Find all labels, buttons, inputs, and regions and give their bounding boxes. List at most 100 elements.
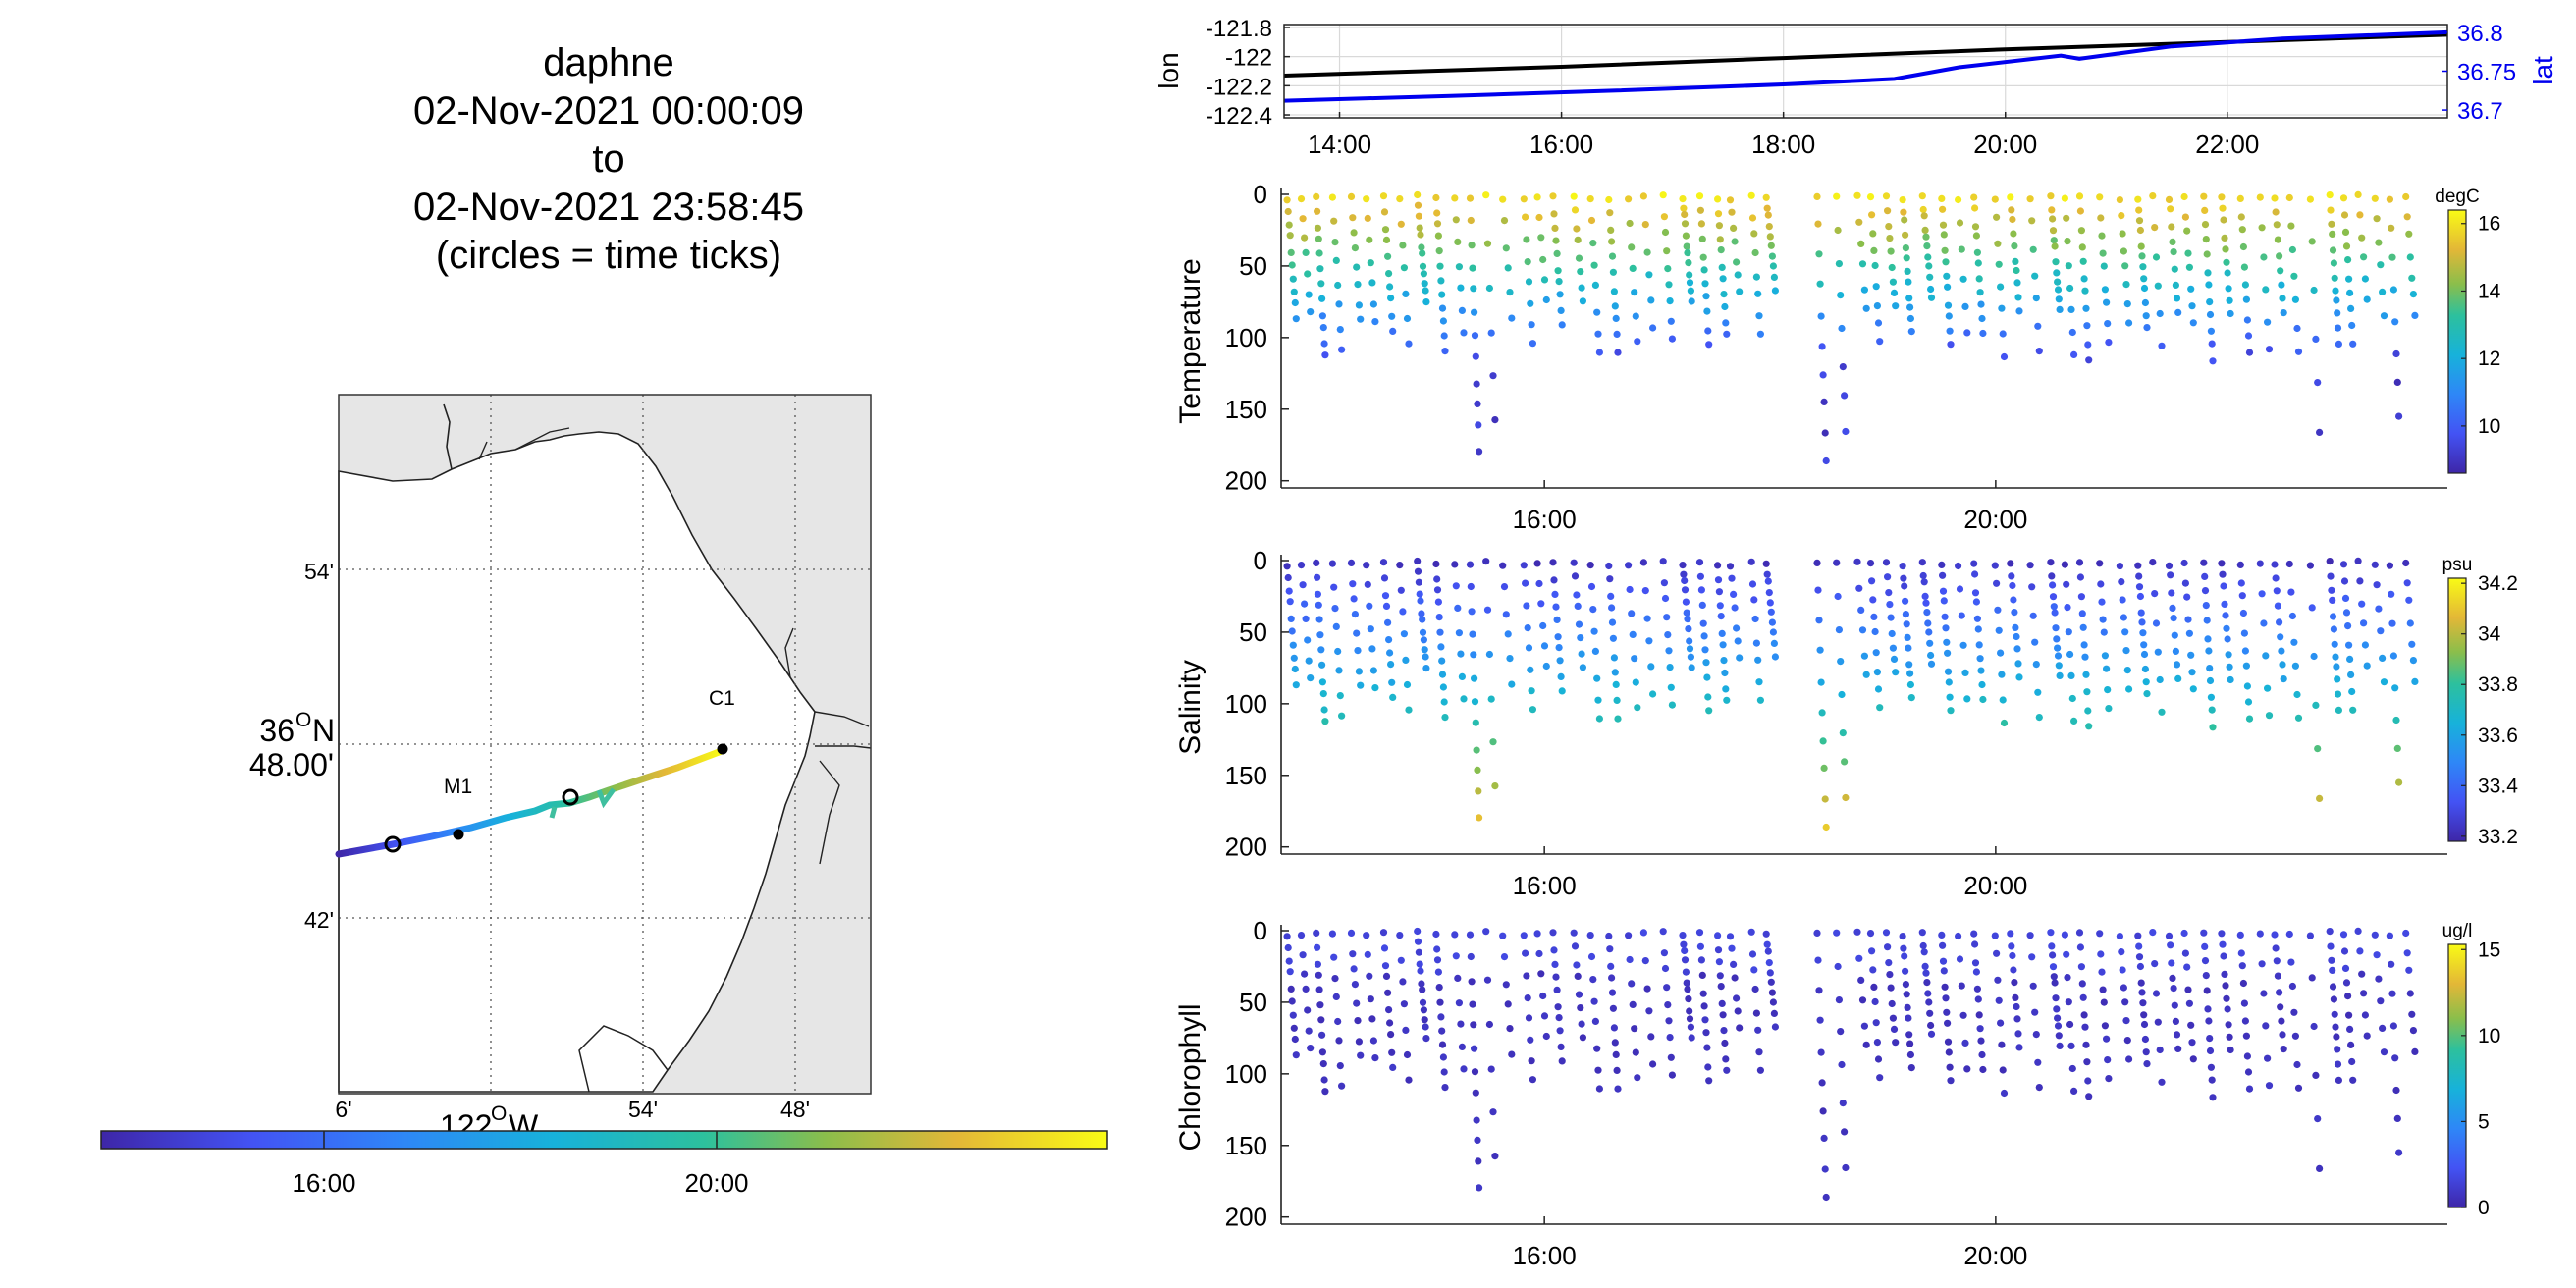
temp-point xyxy=(1947,341,1955,349)
chl-point xyxy=(1682,968,1690,976)
sal-point xyxy=(2135,572,2143,580)
chl-point xyxy=(1523,972,1530,980)
chl-point xyxy=(2388,960,2395,968)
temp-point xyxy=(1939,205,1947,213)
station-c1-marker xyxy=(717,743,728,755)
sal-point xyxy=(2143,690,2151,698)
sal-point xyxy=(1292,681,1300,689)
sal-point xyxy=(1888,629,1896,638)
temp-point xyxy=(1687,287,1694,295)
chl-point xyxy=(2154,1018,2162,1026)
sal-point xyxy=(2326,558,2334,565)
chl-point xyxy=(1305,1027,1313,1035)
temp-point xyxy=(1467,216,1475,225)
sal-point xyxy=(1899,563,1906,570)
chl-point xyxy=(1906,1040,1914,1047)
temp-point xyxy=(1819,371,1827,379)
sal-point xyxy=(1884,573,1892,581)
temp-point xyxy=(1641,221,1649,229)
sal-point xyxy=(2137,609,2145,617)
sal-point xyxy=(2306,562,2314,569)
sal-point xyxy=(1631,655,1638,663)
temp-point xyxy=(1363,195,1370,203)
temp-point xyxy=(1593,308,1601,316)
sal-point xyxy=(2084,707,2092,715)
temp-point xyxy=(2201,221,2210,229)
chl-point xyxy=(1571,942,1580,950)
chl-point xyxy=(1314,943,1321,951)
temp-point xyxy=(1386,283,1394,291)
sal-point xyxy=(1755,678,1763,686)
chl-point xyxy=(1942,994,1950,1002)
chl-point xyxy=(1821,1165,1829,1173)
sal-point xyxy=(2096,560,2104,567)
lonlat-x-tick-label: 22:00 xyxy=(2195,130,2259,159)
temp-point xyxy=(2389,286,2397,294)
temp-colorbar-tick-label: 10 xyxy=(2478,415,2500,438)
chl-point xyxy=(2222,982,2229,990)
temp-point xyxy=(1504,264,1512,272)
temp-point xyxy=(1554,267,1562,275)
chl-point xyxy=(2272,944,2280,952)
sal-point xyxy=(1290,654,1298,662)
chl-point xyxy=(1483,976,1492,984)
temp-point xyxy=(2405,230,2413,238)
sal-point xyxy=(2076,573,2084,581)
temp-point xyxy=(1664,265,1672,273)
sal-point xyxy=(1887,614,1895,621)
temp-point xyxy=(1483,240,1492,247)
sal-point xyxy=(2070,717,2078,725)
temp-point xyxy=(1993,213,2001,221)
chl-point xyxy=(1857,976,1865,985)
sal-point xyxy=(1625,562,1633,569)
sal-point xyxy=(2168,589,2175,597)
temp-point xyxy=(2085,356,2093,364)
temp-point xyxy=(1355,301,1363,309)
sal-point xyxy=(1963,695,1971,703)
temp-point xyxy=(1956,219,1964,227)
temp-point xyxy=(2395,412,2403,420)
temp-point xyxy=(1885,223,1893,231)
chl-point xyxy=(2170,985,2177,993)
sal-point xyxy=(1491,782,1499,790)
temp-point xyxy=(1364,214,1371,222)
temp-point xyxy=(1405,340,1413,348)
temp-colorbar xyxy=(2447,209,2467,474)
sal-point xyxy=(2293,690,2301,699)
chl-point xyxy=(2082,1041,2090,1048)
sal-point xyxy=(1943,638,1951,646)
temp-point xyxy=(2206,310,2215,319)
chl-point xyxy=(1397,956,1405,964)
sal-point xyxy=(1906,680,1914,689)
chl-point xyxy=(1956,955,1964,963)
sal-point xyxy=(2140,641,2148,649)
temp-point xyxy=(1715,222,1723,230)
sal-point xyxy=(1589,606,1597,614)
temp-point xyxy=(2334,324,2342,332)
sal-point xyxy=(2276,618,2283,626)
temp-point xyxy=(2226,296,2233,304)
chl-point xyxy=(1817,1048,1825,1056)
temp-point xyxy=(2061,194,2068,202)
temp-point xyxy=(1577,268,1584,276)
chl-point xyxy=(1971,959,1980,967)
temp-point xyxy=(1686,271,1693,279)
chl-point xyxy=(2220,952,2227,960)
temp-point xyxy=(1723,330,1731,338)
temp-point xyxy=(1976,289,1984,296)
chl-point xyxy=(1313,929,1320,938)
chl-y-tick-label: 150 xyxy=(1225,1131,1267,1160)
temp-point xyxy=(2055,295,2063,303)
temp-point xyxy=(1716,236,1724,243)
sal-point xyxy=(1474,766,1481,775)
temp-point xyxy=(1899,196,1906,204)
chl-point xyxy=(1611,1039,1619,1046)
temp-point xyxy=(2264,318,2272,326)
chl-point xyxy=(1701,1016,1709,1024)
lat-label-degrees: 36 xyxy=(259,713,295,748)
chl-point xyxy=(1439,1053,1447,1061)
chl-point xyxy=(1976,1025,1984,1033)
chl-point xyxy=(2047,929,2055,937)
sal-point xyxy=(1938,561,1946,569)
sal-point xyxy=(1297,562,1306,569)
